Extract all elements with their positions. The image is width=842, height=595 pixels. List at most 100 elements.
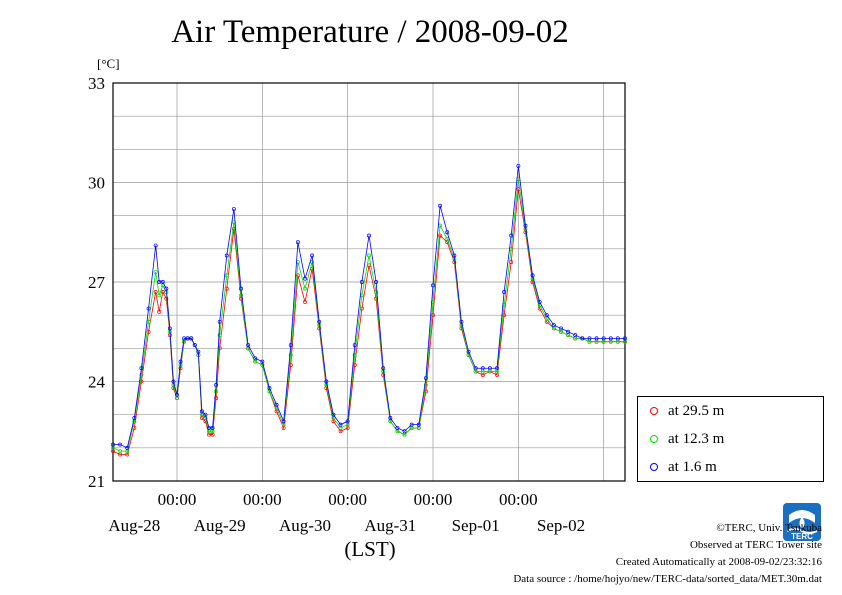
data-point [118, 449, 123, 454]
data-point [495, 366, 499, 371]
data-point [224, 273, 229, 278]
data-point [594, 336, 599, 341]
svg-text:TERC: TERC [791, 532, 813, 541]
data-point [473, 366, 478, 371]
data-point [537, 299, 542, 304]
footer-source: Data source : /home/hojyo/new/TERC-data/… [513, 573, 822, 585]
data-point [139, 366, 144, 371]
data-point [367, 233, 371, 238]
data-point [487, 366, 492, 371]
plot-frame [112, 82, 626, 482]
x-day-label: Aug-31 [364, 516, 416, 535]
data-point [239, 293, 243, 298]
data-point [523, 223, 528, 228]
data-point [157, 293, 162, 298]
data-point [338, 422, 343, 427]
data-point [185, 336, 190, 341]
data-point [324, 379, 329, 384]
data-point [381, 366, 386, 371]
data-point [345, 419, 350, 424]
data-point [288, 353, 293, 357]
data-point [192, 343, 197, 347]
x-tick-label: 00:00 [243, 490, 282, 509]
data-point [146, 306, 151, 311]
legend-label: at 29.5 m [668, 402, 725, 419]
data-point [167, 326, 172, 331]
x-day-label: Sep-02 [537, 516, 585, 535]
data-point [295, 240, 300, 245]
legend-swatch [646, 462, 662, 472]
data-point [530, 273, 535, 278]
data-point [182, 336, 187, 341]
data-point [217, 319, 222, 324]
data-point [253, 356, 258, 361]
series-line [113, 165, 625, 449]
series-line [112, 179, 625, 452]
x-axis-label: (LST) [344, 537, 396, 561]
data-point [509, 233, 514, 238]
x-day-label: Aug-30 [279, 516, 331, 535]
data-point [374, 290, 379, 294]
data-point [160, 290, 165, 294]
data-point [164, 286, 169, 291]
legend-swatch [646, 406, 662, 416]
data-point [459, 319, 464, 324]
data-point [388, 416, 393, 420]
data-point [153, 243, 158, 248]
data-point [623, 336, 627, 341]
data-point [431, 283, 435, 288]
data-point [310, 253, 315, 258]
data-point [431, 313, 435, 318]
data-point [267, 386, 272, 391]
data-point [423, 382, 428, 387]
data-point [466, 349, 471, 354]
data-point [178, 359, 183, 364]
data-point [516, 163, 521, 168]
legend-swatch [646, 434, 662, 444]
data-point [601, 336, 606, 341]
legend-item-12-3m: at 12.3 m [646, 429, 724, 449]
data-point [374, 280, 379, 284]
data-point [153, 290, 158, 294]
data-point [118, 442, 123, 447]
data-point [352, 353, 357, 357]
data-point [171, 379, 176, 384]
data-point [214, 389, 219, 394]
data-point [438, 203, 443, 208]
legend-label: at 1.6 m [668, 458, 717, 475]
data-point [199, 409, 204, 414]
data-point [559, 326, 563, 331]
data-point [260, 359, 265, 364]
data-point [125, 445, 130, 450]
y-tick-label: 21 [88, 472, 105, 491]
data-point [157, 309, 162, 314]
data-point [331, 412, 336, 417]
data-point [317, 319, 322, 324]
data-point [502, 290, 507, 294]
legend: at 29.5 m at 12.3 m at 1.6 m [637, 396, 824, 482]
data-point [214, 396, 219, 401]
data-point [423, 376, 428, 381]
y-axis-unit: [°C] [97, 56, 120, 71]
data-point [231, 207, 236, 211]
legend-item-29-5m: at 29.5 m [646, 401, 724, 421]
footer-created: Created Automatically at 2008-09-02/23:3… [615, 556, 822, 568]
data-point [445, 236, 450, 241]
data-point [217, 333, 222, 338]
data-point [395, 425, 400, 430]
data-point [615, 336, 620, 341]
x-tick-label: 00:00 [328, 490, 367, 509]
data-point [295, 273, 300, 278]
data-point [438, 233, 443, 238]
y-tick-label: 30 [88, 174, 105, 193]
data-point [587, 336, 592, 341]
y-tick-label: 24 [88, 373, 106, 392]
data-point [409, 422, 414, 427]
data-point [303, 286, 307, 291]
data-point [416, 422, 421, 427]
data-point [566, 329, 571, 334]
data-point [132, 416, 137, 420]
data-point [164, 296, 169, 301]
footer-observed: Observed at TERC Tower site [689, 539, 822, 551]
data-point [445, 230, 450, 235]
